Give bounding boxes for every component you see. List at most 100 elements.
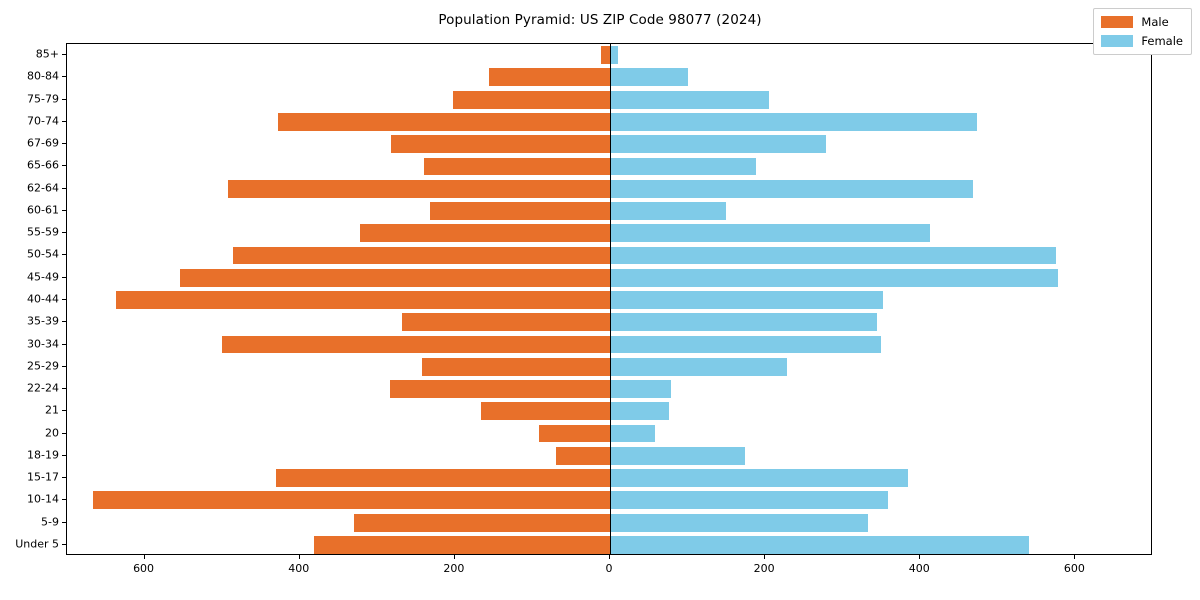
x-axis-tick-mark xyxy=(919,555,921,559)
y-axis-tick-label: 85+ xyxy=(35,47,59,61)
bar-female[interactable] xyxy=(610,357,787,376)
bar-male[interactable] xyxy=(115,291,610,309)
bar-row xyxy=(67,469,1151,487)
bar-female[interactable] xyxy=(610,380,671,398)
bar-row xyxy=(67,68,1151,87)
plot-area xyxy=(66,43,1152,555)
bar-row xyxy=(67,246,1151,265)
bar-male[interactable] xyxy=(222,335,610,354)
bar-female[interactable] xyxy=(610,135,826,154)
bar-female[interactable] xyxy=(610,90,770,109)
bar-male[interactable] xyxy=(277,113,610,131)
bar-female[interactable] xyxy=(610,268,1059,287)
bar-male[interactable] xyxy=(600,46,610,65)
bar-male[interactable] xyxy=(481,402,610,421)
y-axis-tick-mark xyxy=(62,432,66,434)
bar-row xyxy=(67,424,1151,443)
bar-male[interactable] xyxy=(538,424,610,443)
bar-male[interactable] xyxy=(423,157,610,176)
y-axis-tick-mark xyxy=(62,454,66,456)
y-axis-tick-mark xyxy=(62,143,66,145)
y-axis-tick-label: 18-19 xyxy=(27,448,59,462)
y-axis-tick-label: Under 5 xyxy=(15,537,59,551)
bar-row xyxy=(67,357,1151,376)
bar-female[interactable] xyxy=(610,335,881,354)
bar-male[interactable] xyxy=(228,179,610,198)
bar-female[interactable] xyxy=(610,491,888,510)
bar-female[interactable] xyxy=(610,535,1029,554)
bar-male[interactable] xyxy=(276,469,610,487)
bar-male[interactable] xyxy=(360,224,610,243)
bar-female[interactable] xyxy=(610,224,930,243)
y-axis-tick-label: 35-39 xyxy=(27,314,59,328)
y-axis-tick-mark xyxy=(62,254,66,256)
y-axis-tick-label: 55-59 xyxy=(27,225,59,239)
legend-label: Male xyxy=(1141,15,1169,29)
bar-female[interactable] xyxy=(610,202,727,220)
y-axis-tick-label: 10-14 xyxy=(27,492,59,506)
y-axis-tick-mark xyxy=(62,343,66,345)
y-axis-tick-label: 67-69 xyxy=(27,136,59,150)
x-axis-tick-mark xyxy=(1074,555,1076,559)
bars-layer xyxy=(67,44,1151,554)
y-axis-tick-mark xyxy=(62,543,66,545)
bar-female[interactable] xyxy=(610,446,745,465)
zero-reference-line xyxy=(610,44,611,554)
y-axis-tick-mark xyxy=(62,299,66,300)
bar-female[interactable] xyxy=(610,157,756,176)
y-axis-tick-mark xyxy=(62,321,66,323)
bar-male[interactable] xyxy=(313,535,610,554)
bar-male[interactable] xyxy=(555,446,610,465)
y-axis-tick-mark xyxy=(62,98,66,100)
bar-male[interactable] xyxy=(354,513,610,532)
bar-female[interactable] xyxy=(610,179,974,198)
bar-row xyxy=(67,113,1151,131)
bar-male[interactable] xyxy=(430,202,610,220)
legend-swatch-icon xyxy=(1101,16,1134,28)
legend-label: Female xyxy=(1141,34,1183,48)
x-axis-tick-label: 400 xyxy=(908,562,930,575)
bar-male[interactable] xyxy=(390,380,610,398)
bar-female[interactable] xyxy=(610,469,908,487)
y-axis-tick-mark xyxy=(62,388,66,390)
bar-female[interactable] xyxy=(610,291,884,309)
bar-male[interactable] xyxy=(180,268,610,287)
y-axis-tick-label: 75-79 xyxy=(27,92,59,106)
bar-row xyxy=(67,157,1151,176)
bar-female[interactable] xyxy=(610,424,655,443)
y-axis-tick-mark xyxy=(62,209,66,211)
chart-legend: Male Female xyxy=(1093,8,1192,55)
y-axis-tick-mark xyxy=(62,499,66,501)
bar-male[interactable] xyxy=(453,90,610,109)
y-axis-tick-mark xyxy=(62,276,66,278)
legend-item-male[interactable]: Male xyxy=(1101,15,1183,29)
bar-row xyxy=(67,135,1151,154)
bar-male[interactable] xyxy=(402,313,610,332)
bar-female[interactable] xyxy=(610,246,1057,265)
y-axis-tick-label: 20 xyxy=(45,426,59,440)
bar-male[interactable] xyxy=(422,357,610,376)
bar-female[interactable] xyxy=(610,68,688,87)
y-axis-tick-label: 22-24 xyxy=(27,381,59,395)
bar-female[interactable] xyxy=(610,313,877,332)
y-axis-tick-label: 15-17 xyxy=(27,470,59,484)
legend-item-female[interactable]: Female xyxy=(1101,34,1183,48)
x-axis-tick-mark xyxy=(609,555,610,559)
bar-row xyxy=(67,446,1151,465)
bar-male[interactable] xyxy=(93,491,610,510)
x-axis-tick-label: 600 xyxy=(1063,562,1085,575)
bar-female[interactable] xyxy=(610,46,618,65)
bar-male[interactable] xyxy=(233,246,610,265)
bar-row xyxy=(67,335,1151,354)
y-axis-tick-label: 25-29 xyxy=(27,359,59,373)
y-axis-tick-mark xyxy=(62,232,66,234)
bar-female[interactable] xyxy=(610,113,977,131)
bar-row xyxy=(67,46,1151,65)
bar-male[interactable] xyxy=(391,135,610,154)
bar-female[interactable] xyxy=(610,513,868,532)
y-axis-tick-label: 45-49 xyxy=(27,270,59,284)
bar-male[interactable] xyxy=(488,68,610,87)
bar-row xyxy=(67,202,1151,220)
bar-female[interactable] xyxy=(610,402,669,421)
